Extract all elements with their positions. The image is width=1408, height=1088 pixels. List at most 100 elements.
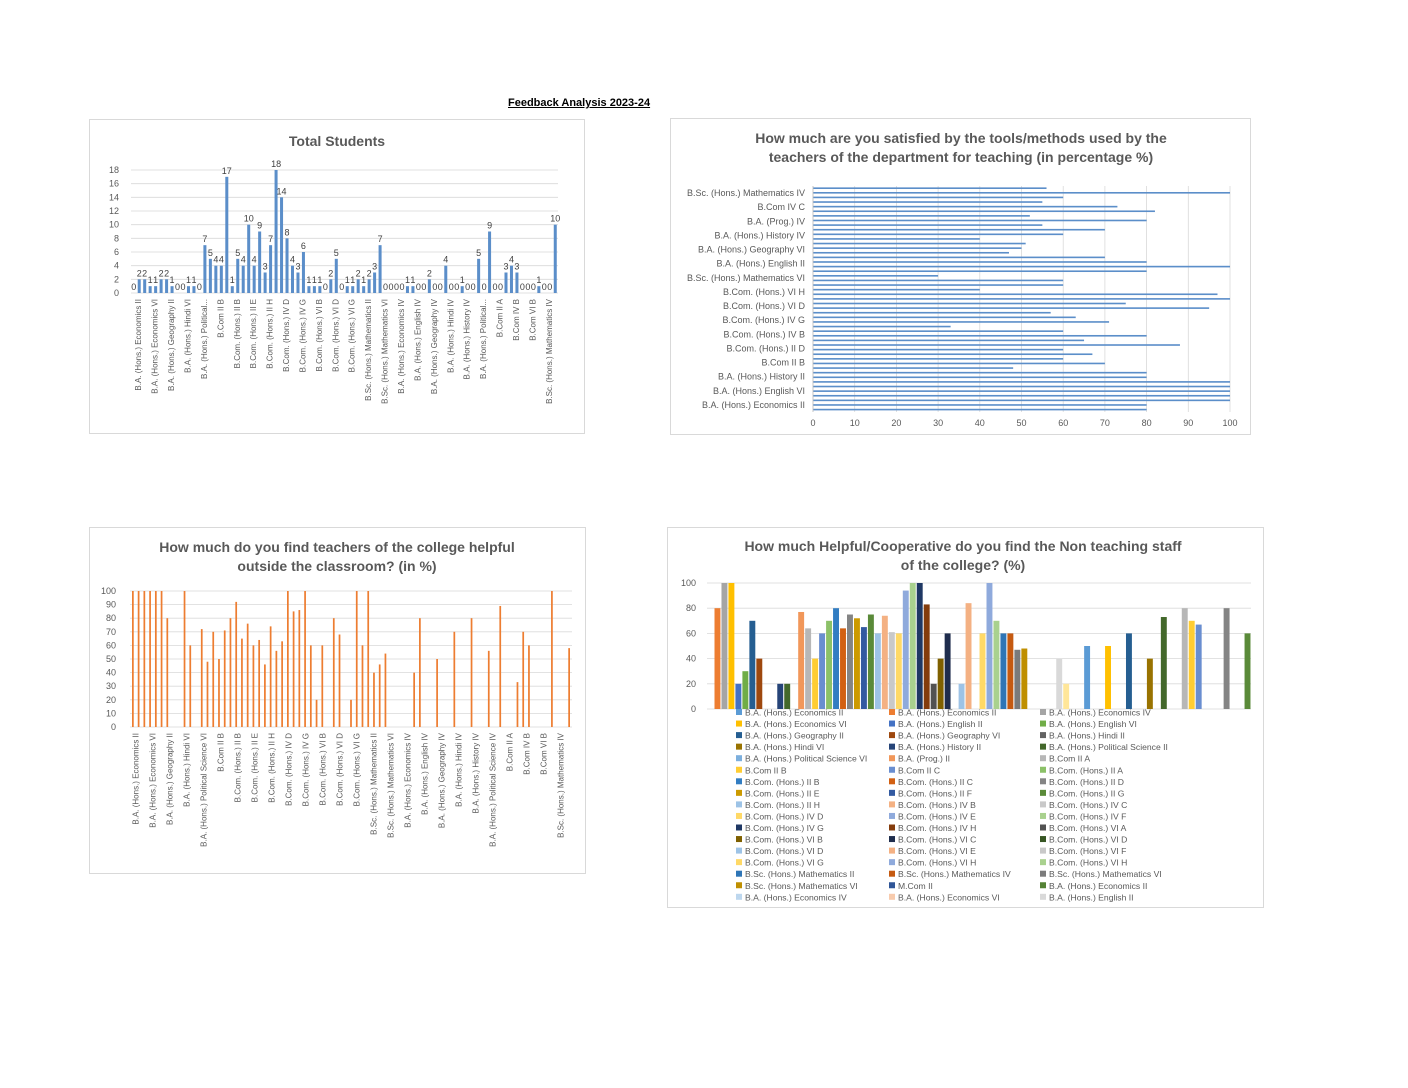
category-label: B.A. (Hons.) Geography IV [430,298,439,394]
legend-entry: B.A. (Hons.) History II [898,742,981,752]
data-label: 0 [520,282,525,292]
bar [296,272,300,293]
chart-title: of the college? (%) [901,557,1025,573]
bar [516,682,519,727]
data-label: 0 [416,282,421,292]
teachers-helpful-svg: How much do you find teachers of the col… [101,539,572,847]
legend-swatch [889,824,895,831]
category-label: B.Sc. (Hons.) Mathematics IV [557,732,566,838]
bar [487,650,490,727]
bar [813,196,1064,199]
bar [923,604,930,709]
category-label: B.Com. (Hons.) VI G [353,733,362,806]
bar [813,228,1105,231]
bar [714,608,721,709]
bar [813,210,1155,213]
bar [813,371,1147,374]
category-label: B.Com. (Hons.) IV G [302,733,311,806]
bar [813,224,1043,226]
y-tick-label: 0 [114,288,119,298]
category-label: B.A. (Hons.) Geography VI [698,245,805,255]
category-label: B.Com II B [217,733,226,772]
data-label: 0 [175,282,180,292]
category-label: B.A. (Prog.) IV [747,216,805,226]
data-label: 3 [372,262,377,272]
legend-swatch [1040,778,1046,785]
data-label: 7 [268,234,273,244]
bar [813,381,1230,383]
bar [499,605,502,727]
bar [453,631,456,727]
bar [292,611,295,727]
bar [813,265,1230,268]
category-label: B.Com. (Hons.) VI D [331,299,340,372]
data-label: 0 [547,282,552,292]
legend-swatch [1040,720,1046,727]
data-label: 2 [142,268,147,278]
bar [749,620,756,709]
bar [813,376,1147,379]
bar [488,231,492,293]
bar [361,645,364,727]
legend-entry: B.A. (Hons.) Geography VI [898,731,1000,741]
legend-swatch [1040,859,1046,866]
data-label: 0 [454,282,459,292]
bar [840,628,846,709]
data-label: 0 [394,282,399,292]
bar [338,634,341,727]
bar [208,258,212,293]
legend-swatch [736,755,742,762]
category-label: B.Com. (Hons.) VI D [723,301,806,311]
bar [269,245,273,293]
bar [286,591,289,727]
data-label: 1 [153,275,158,285]
data-label: 0 [197,282,202,292]
bar [805,628,812,709]
legend-entry: M.Com II [898,881,933,891]
legend-entry: B.A. (Hons.) Economics IV [1049,708,1151,718]
category-label: B.A. (Hons.) Economics VI [151,299,160,394]
legend-swatch [889,847,895,854]
category-label: B.Com. (Hons.) VI G [348,299,357,372]
category-label: B.A. (Hons.) Economics IV [404,732,413,827]
category-label: B.A. (Hons.) History II [718,372,805,382]
bar [930,683,937,709]
x-tick-label: 30 [933,418,943,428]
bar [551,591,553,727]
chart-title: teachers of the department for teaching … [769,149,1153,165]
bar [280,197,284,293]
y-tick-label: 6 [114,247,119,257]
legend-swatch [889,743,895,750]
legend-swatch [1040,812,1046,819]
bar [813,284,1064,286]
legend-entry: B.Com. (Hons.) IV F [1049,811,1126,821]
bar [427,279,431,293]
bar [1244,633,1251,709]
bar [290,265,294,293]
bar [881,615,888,709]
bar [159,279,163,293]
category-label: B.Sc. (Hons.) Mathematics IV [687,188,805,198]
bar [515,272,519,293]
category-label: B.A. (Hons.) English IV [413,298,422,380]
legend-swatch [1040,882,1046,889]
bar [229,618,232,727]
bar [874,633,881,709]
legend-swatch [889,859,895,866]
bar [223,630,226,727]
legend-entry: B.A. (Hons.) Hindi II [1049,731,1125,741]
bar [522,631,525,727]
bar [362,286,366,293]
data-label: 18 [271,159,281,169]
legend-swatch [1040,709,1046,715]
bar [373,272,377,293]
bar [241,638,243,727]
bar [965,603,972,709]
legend-entry: B.A. (Hons.) Economics IV [745,892,847,902]
y-tick-label: 2 [114,274,119,284]
data-label: 0 [399,282,404,292]
bar [813,339,1085,342]
bar [813,238,980,240]
data-label: 1 [186,275,191,285]
legend-entry: B.Com II C [898,765,940,775]
